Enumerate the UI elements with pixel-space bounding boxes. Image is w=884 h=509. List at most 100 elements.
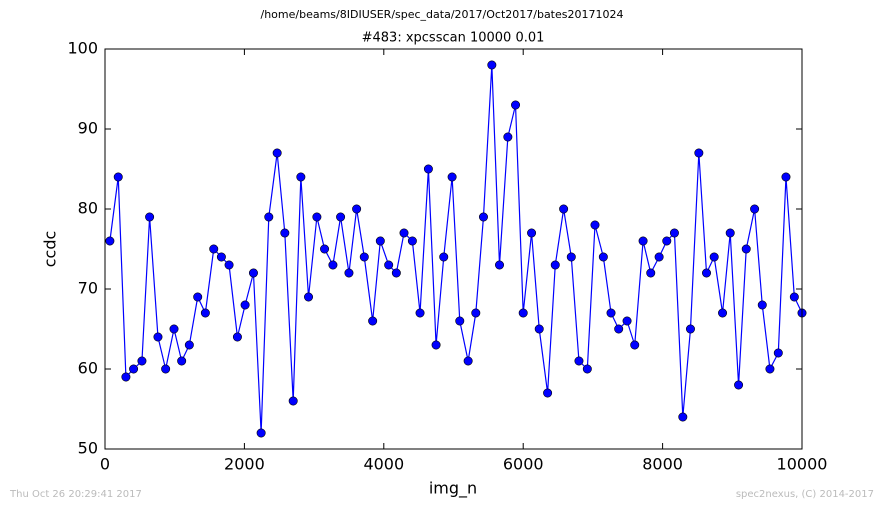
marker bbox=[256, 428, 266, 438]
marker bbox=[662, 236, 672, 246]
y-tick-label: 50 bbox=[78, 439, 98, 458]
marker bbox=[431, 340, 441, 350]
marker bbox=[582, 364, 592, 374]
marker bbox=[702, 268, 712, 278]
chart-title: #483: xpcsscan 10000 0.01 bbox=[362, 31, 545, 46]
marker bbox=[121, 372, 131, 382]
marker bbox=[455, 316, 465, 326]
marker bbox=[304, 292, 314, 302]
marker bbox=[248, 268, 258, 278]
marker bbox=[129, 364, 139, 374]
marker bbox=[280, 228, 290, 238]
marker bbox=[773, 348, 783, 358]
marker bbox=[534, 324, 544, 334]
marker bbox=[598, 252, 608, 262]
line bbox=[109, 64, 803, 434]
marker bbox=[630, 340, 640, 350]
marker bbox=[328, 260, 338, 270]
marker bbox=[559, 204, 569, 214]
y-tick-label: 100 bbox=[67, 39, 98, 58]
marker bbox=[399, 228, 409, 238]
marker bbox=[518, 308, 528, 318]
x-tick-label: 6000 bbox=[503, 455, 544, 474]
marker bbox=[694, 148, 704, 158]
marker bbox=[750, 204, 760, 214]
marker bbox=[685, 324, 695, 334]
marker bbox=[734, 380, 744, 390]
marker bbox=[478, 212, 488, 222]
marker bbox=[503, 132, 513, 142]
marker bbox=[184, 340, 194, 350]
y-tick-label: 90 bbox=[78, 119, 98, 138]
marker bbox=[495, 260, 505, 270]
marker bbox=[669, 228, 679, 238]
marker bbox=[646, 268, 656, 278]
marker bbox=[161, 364, 171, 374]
marker bbox=[407, 236, 417, 246]
marker bbox=[614, 324, 624, 334]
marker bbox=[741, 244, 751, 254]
marker bbox=[543, 388, 553, 398]
marker bbox=[224, 260, 234, 270]
credit: spec2nexus, (C) 2014-2017 bbox=[736, 489, 874, 500]
marker bbox=[145, 212, 155, 222]
marker bbox=[789, 292, 799, 302]
marker bbox=[757, 300, 767, 310]
marker bbox=[487, 60, 497, 70]
marker bbox=[209, 244, 219, 254]
marker bbox=[344, 268, 354, 278]
marker bbox=[375, 236, 385, 246]
marker bbox=[550, 260, 560, 270]
marker bbox=[678, 412, 688, 422]
marker bbox=[232, 332, 242, 342]
x-tick-label: 0 bbox=[100, 455, 110, 474]
suptitle: /home/beams/8IDIUSER/spec_data/2017/Oct2… bbox=[261, 8, 624, 21]
marker bbox=[336, 212, 346, 222]
marker bbox=[153, 332, 163, 342]
marker bbox=[725, 228, 735, 238]
marker bbox=[352, 204, 362, 214]
marker bbox=[781, 172, 791, 182]
marker bbox=[193, 292, 203, 302]
marker bbox=[320, 244, 330, 254]
marker bbox=[177, 356, 187, 366]
marker bbox=[296, 172, 306, 182]
marker bbox=[527, 228, 537, 238]
marker bbox=[169, 324, 179, 334]
y-tick-label: 70 bbox=[78, 279, 98, 298]
marker bbox=[272, 148, 282, 158]
marker bbox=[511, 100, 521, 110]
x-axis-label: img_n bbox=[429, 479, 477, 499]
marker bbox=[471, 308, 481, 318]
marker bbox=[654, 252, 664, 262]
marker bbox=[423, 164, 433, 174]
x-tick-label: 4000 bbox=[363, 455, 404, 474]
marker bbox=[622, 316, 632, 326]
marker bbox=[574, 356, 584, 366]
marker bbox=[368, 316, 378, 326]
marker bbox=[240, 300, 250, 310]
x-tick-label: 2000 bbox=[224, 455, 265, 474]
x-tick-label: 10000 bbox=[777, 455, 828, 474]
timestamp: Thu Oct 26 20:29:41 2017 bbox=[9, 489, 142, 500]
y-axis-label: ccdc bbox=[41, 231, 60, 268]
marker bbox=[288, 396, 298, 406]
marker bbox=[463, 356, 473, 366]
marker bbox=[384, 260, 394, 270]
marker bbox=[765, 364, 775, 374]
marker bbox=[359, 252, 369, 262]
marker bbox=[312, 212, 322, 222]
marker bbox=[606, 308, 616, 318]
marker bbox=[566, 252, 576, 262]
marker bbox=[415, 308, 425, 318]
marker bbox=[105, 236, 115, 246]
marker bbox=[718, 308, 728, 318]
marker bbox=[200, 308, 210, 318]
marker bbox=[113, 172, 123, 182]
marker bbox=[638, 236, 648, 246]
marker bbox=[709, 252, 719, 262]
marker bbox=[439, 252, 449, 262]
marker bbox=[391, 268, 401, 278]
y-tick-label: 80 bbox=[78, 199, 98, 218]
